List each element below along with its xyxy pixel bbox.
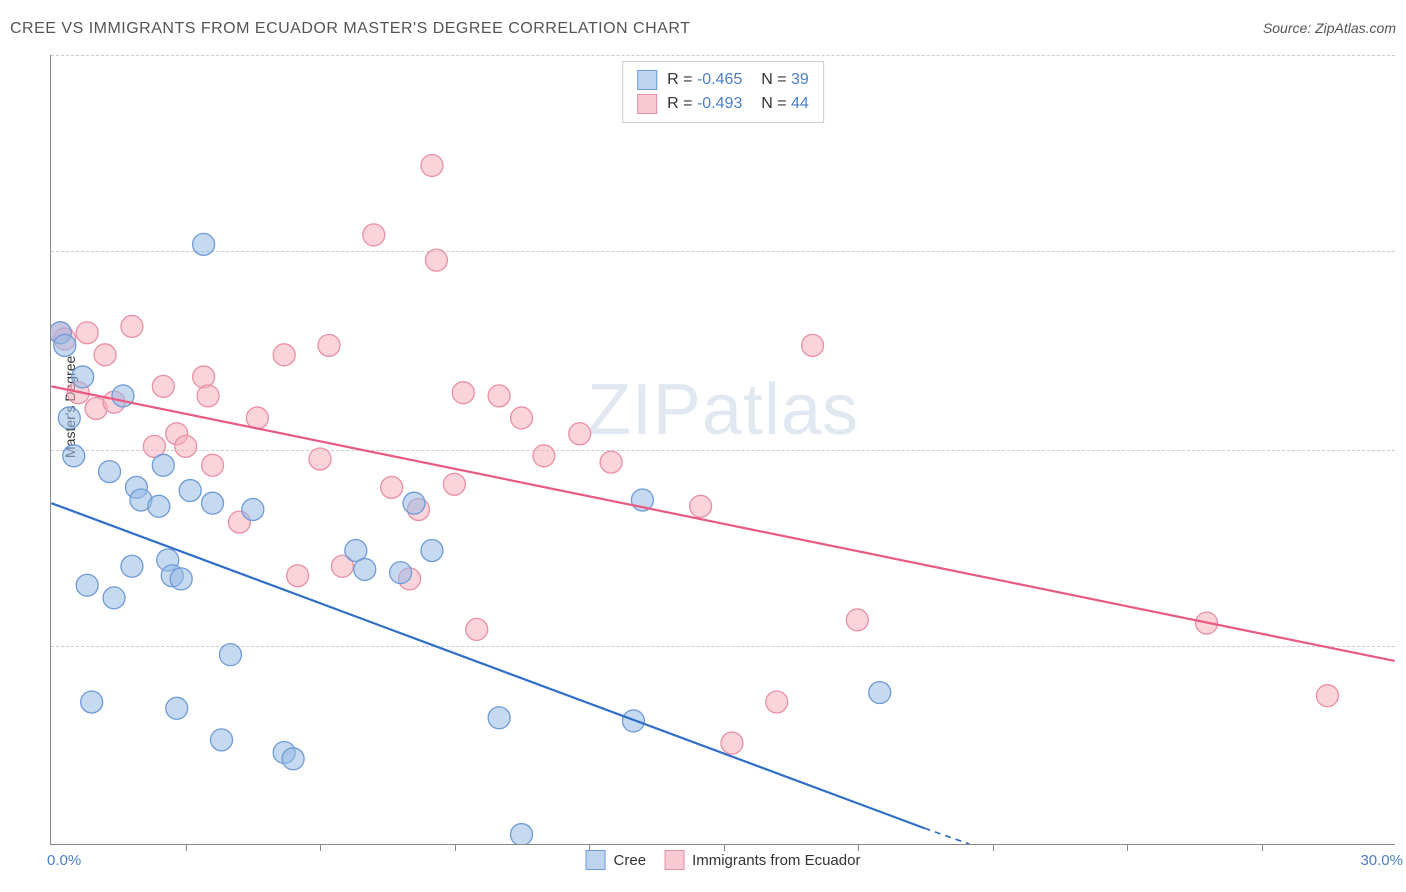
x-axis-max-label: 30.0% <box>1360 852 1403 869</box>
data-point <box>421 540 443 562</box>
data-point <box>511 407 533 429</box>
legend-item-ecuador: Immigrants from Ecuador <box>664 850 860 870</box>
y-tick-label: 12.5% <box>1400 442 1406 459</box>
data-point <box>58 407 80 429</box>
cree-swatch-icon <box>637 70 657 90</box>
data-point <box>600 451 622 473</box>
trend-line-cree <box>51 503 924 828</box>
data-point <box>148 495 170 517</box>
trend-line-ecuador <box>51 386 1394 661</box>
data-point <box>690 495 712 517</box>
ecuador-n-stat: N = 44 <box>752 95 808 113</box>
data-point <box>766 691 788 713</box>
x-tick <box>858 844 859 851</box>
data-point <box>202 492 224 514</box>
data-point <box>170 568 192 590</box>
data-point <box>273 344 295 366</box>
x-tick <box>320 844 321 851</box>
y-tick-label: 6.3% <box>1400 637 1406 654</box>
data-point <box>94 344 116 366</box>
data-point <box>511 824 533 844</box>
data-point <box>403 492 425 514</box>
chart-title: CREE VS IMMIGRANTS FROM ECUADOR MASTER'S… <box>10 20 690 38</box>
data-point <box>99 461 121 483</box>
series-legend: Cree Immigrants from Ecuador <box>586 850 861 870</box>
ecuador-r-stat: R = -0.493 <box>667 95 742 113</box>
data-point <box>282 748 304 770</box>
data-point <box>193 233 215 255</box>
data-point <box>193 366 215 388</box>
data-point <box>63 445 85 467</box>
data-point <box>246 407 268 429</box>
legend-label-cree: Cree <box>614 852 647 869</box>
plot-svg <box>51 55 1395 844</box>
data-point <box>318 334 340 356</box>
data-point <box>179 480 201 502</box>
stats-legend: R = -0.465 N = 39 R = -0.493 N = 44 <box>622 61 824 123</box>
chart-source: Source: ZipAtlas.com <box>1263 20 1396 36</box>
x-tick <box>724 844 725 851</box>
data-point <box>152 454 174 476</box>
data-point <box>81 691 103 713</box>
data-point <box>381 476 403 498</box>
x-tick <box>1127 844 1128 851</box>
data-point <box>721 732 743 754</box>
data-point <box>309 448 331 470</box>
data-point <box>121 315 143 337</box>
chart-container: Master's Degree ZIPatlas R = -0.465 N = … <box>50 55 1395 845</box>
data-point <box>1316 685 1338 707</box>
data-point <box>354 558 376 580</box>
data-point <box>869 682 891 704</box>
data-point <box>421 154 443 176</box>
legend-label-ecuador: Immigrants from Ecuador <box>692 852 860 869</box>
data-point <box>569 423 591 445</box>
data-point <box>533 445 555 467</box>
data-point <box>802 334 824 356</box>
data-point <box>390 562 412 584</box>
stats-legend-row-cree: R = -0.465 N = 39 <box>637 68 809 92</box>
x-tick <box>455 844 456 851</box>
plot-area: Master's Degree ZIPatlas R = -0.465 N = … <box>50 55 1395 845</box>
data-point <box>121 555 143 577</box>
data-point <box>846 609 868 631</box>
y-tick-label: 18.8% <box>1400 242 1406 259</box>
data-point <box>242 498 264 520</box>
trend-line-cree-dashed <box>924 828 969 844</box>
y-tick-label: 25.0% <box>1400 47 1406 64</box>
x-tick <box>186 844 187 851</box>
data-point <box>287 565 309 587</box>
data-point <box>425 249 447 271</box>
data-point <box>363 224 385 246</box>
x-tick <box>1262 844 1263 851</box>
ecuador-swatch-icon <box>637 94 657 114</box>
data-point <box>202 454 224 476</box>
data-point <box>166 697 188 719</box>
data-point <box>54 334 76 356</box>
data-point <box>175 435 197 457</box>
data-point <box>488 707 510 729</box>
legend-item-cree: Cree <box>586 850 647 870</box>
cree-swatch-icon <box>586 850 606 870</box>
stats-legend-row-ecuador: R = -0.493 N = 44 <box>637 92 809 116</box>
chart-header: CREE VS IMMIGRANTS FROM ECUADOR MASTER'S… <box>10 20 1396 38</box>
ecuador-swatch-icon <box>664 850 684 870</box>
cree-n-stat: N = 39 <box>752 71 808 89</box>
x-tick <box>993 844 994 851</box>
data-point <box>76 574 98 596</box>
data-point <box>488 385 510 407</box>
data-point <box>443 473 465 495</box>
data-point <box>152 375 174 397</box>
data-point <box>197 385 219 407</box>
data-point <box>211 729 233 751</box>
cree-r-stat: R = -0.465 <box>667 71 742 89</box>
x-tick <box>589 844 590 851</box>
x-axis-min-label: 0.0% <box>47 852 81 869</box>
data-point <box>452 382 474 404</box>
data-point <box>76 322 98 344</box>
data-point <box>466 618 488 640</box>
data-point <box>103 587 125 609</box>
data-point <box>219 644 241 666</box>
data-point <box>72 366 94 388</box>
